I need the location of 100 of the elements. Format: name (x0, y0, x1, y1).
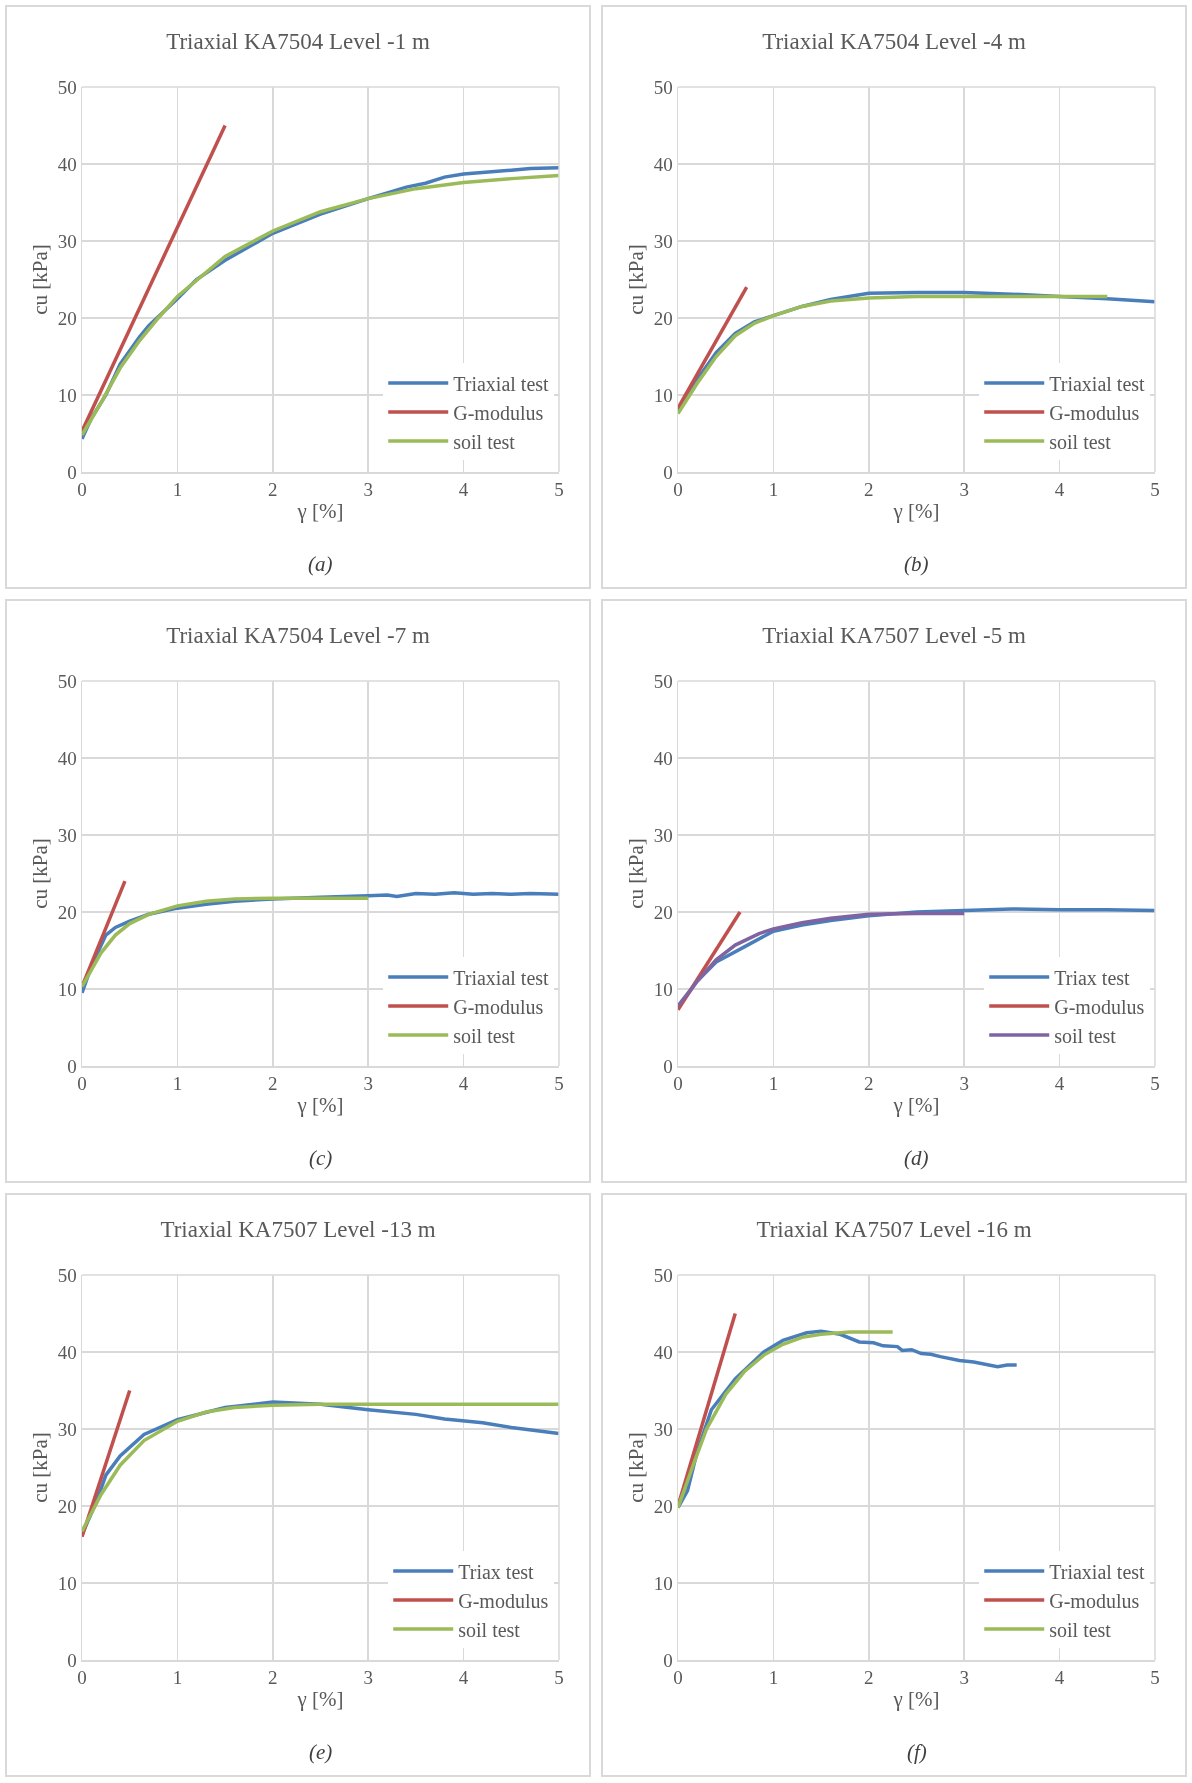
x-tick-label: 1 (768, 479, 779, 501)
y-tick-label: 40 (57, 153, 77, 175)
y-axis-title: cu [kPa] (28, 1432, 53, 1503)
legend-label: Triax test (1054, 966, 1131, 989)
legend-label: G-modulus (458, 1589, 549, 1612)
chart-title: Triaxial KA7507 Level -16 m (756, 1217, 1032, 1243)
y-tick-label: 50 (653, 1264, 673, 1286)
y-tick-label: 50 (57, 76, 77, 98)
x-tick-label: 1 (172, 479, 183, 501)
x-tick-label: 2 (864, 479, 874, 501)
y-tick-label: 0 (663, 1649, 673, 1671)
legend-label: soil test (1049, 1618, 1112, 1641)
y-axis-title: cu [kPa] (624, 838, 649, 909)
y-tick-label: 30 (57, 230, 77, 252)
x-tick-label: 3 (959, 479, 969, 501)
x-tick-label: 1 (172, 1667, 183, 1689)
text: (c) (309, 1146, 333, 1170)
legend-label: Triaxial test (453, 966, 550, 989)
legend-label: Triaxial test (1049, 1560, 1146, 1583)
y-tick-label: 0 (663, 1055, 673, 1077)
x-axis-title: γ [%] (296, 499, 344, 524)
x-tick-label: 4 (458, 479, 469, 501)
y-tick-label: 0 (67, 461, 77, 483)
x-tick-label: 2 (268, 1667, 278, 1689)
chart-title: Triaxial KA7504 Level -7 m (166, 623, 430, 649)
x-tick-label: 4 (458, 1667, 469, 1689)
x-tick-label: 3 (959, 1073, 969, 1095)
y-tick-label: 10 (57, 978, 77, 1000)
y-tick-label: 30 (653, 230, 673, 252)
y-tick-label: 0 (663, 461, 673, 483)
text: (a) (308, 552, 333, 576)
legend-label: soil test (453, 430, 516, 453)
x-tick-label: 5 (554, 1073, 564, 1095)
chart-title: Triaxial KA7504 Level -1 m (166, 29, 430, 55)
y-axis-title: cu [kPa] (624, 244, 649, 315)
x-tick-label: 5 (554, 479, 564, 501)
y-tick-label: 20 (653, 901, 673, 923)
x-axis-title: γ [%] (892, 1093, 940, 1118)
x-axis-title: γ [%] (296, 1093, 344, 1118)
legend-label: G-modulus (453, 995, 544, 1018)
legend-label: soil test (1049, 430, 1112, 453)
y-tick-label: 0 (67, 1649, 77, 1671)
x-tick-label: 5 (1150, 1073, 1160, 1095)
y-tick-label: 40 (653, 1341, 673, 1363)
y-tick-label: 40 (57, 747, 77, 769)
x-tick-label: 5 (1150, 1667, 1160, 1689)
x-tick-label: 3 (363, 1667, 373, 1689)
x-tick-label: 4 (1054, 1667, 1065, 1689)
legend-label: G-modulus (1054, 995, 1145, 1018)
x-axis-title: γ [%] (296, 1687, 344, 1712)
y-tick-label: 20 (57, 1495, 77, 1517)
line-series (678, 911, 966, 1008)
x-tick-label: 1 (172, 1073, 183, 1095)
y-axis-title: cu [kPa] (28, 838, 53, 909)
y-tick-label: 40 (653, 747, 673, 769)
legend-label: soil test (453, 1024, 516, 1047)
y-tick-label: 30 (57, 1418, 77, 1440)
legend-label: Triaxial test (1049, 372, 1146, 395)
x-tick-label: 1 (768, 1667, 779, 1689)
chart-title: Triaxial KA7504 Level -4 m (762, 29, 1026, 55)
y-tick-label: 20 (653, 307, 673, 329)
y-axis-title: cu [kPa] (624, 1432, 649, 1503)
y-tick-label: 30 (57, 824, 77, 846)
y-tick-label: 10 (653, 384, 673, 406)
x-tick-label: 4 (1054, 479, 1065, 501)
y-tick-label: 10 (57, 1572, 77, 1594)
y-tick-label: 50 (57, 670, 77, 692)
x-axis-title: γ [%] (892, 1687, 940, 1712)
y-tick-label: 30 (653, 824, 673, 846)
x-tick-label: 5 (1150, 479, 1160, 501)
y-tick-label: 40 (57, 1341, 77, 1363)
legend-label: Triaxial test (453, 372, 550, 395)
x-axis-title: γ [%] (892, 499, 940, 524)
y-axis-title: cu [kPa] (28, 244, 53, 315)
legend-label: soil test (1054, 1024, 1117, 1047)
legend-label: soil test (458, 1618, 521, 1641)
legend-label: G-modulus (453, 401, 544, 424)
x-tick-label: 3 (363, 1073, 373, 1095)
y-tick-label: 50 (57, 1264, 77, 1286)
x-tick-label: 2 (268, 479, 278, 501)
y-tick-label: 20 (653, 1495, 673, 1517)
x-tick-label: 3 (363, 479, 373, 501)
chart-title: Triaxial KA7507 Level -13 m (160, 1217, 436, 1243)
x-tick-label: 4 (458, 1073, 469, 1095)
y-tick-label: 0 (67, 1055, 77, 1077)
y-tick-label: 10 (653, 978, 673, 1000)
text: (f) (907, 1740, 927, 1764)
line-series (678, 1330, 895, 1510)
x-tick-label: 4 (1054, 1073, 1065, 1095)
chart-title: Triaxial KA7507 Level -5 m (762, 623, 1026, 649)
line-series (82, 896, 370, 989)
y-tick-label: 40 (653, 153, 673, 175)
y-tick-label: 20 (57, 307, 77, 329)
legend-label: G-modulus (1049, 1589, 1140, 1612)
x-tick-label: 3 (959, 1667, 969, 1689)
y-tick-label: 30 (653, 1418, 673, 1440)
legend-label: Triax test (458, 1560, 535, 1583)
y-tick-label: 10 (57, 384, 77, 406)
legend-label: G-modulus (1049, 401, 1140, 424)
y-tick-label: 50 (653, 670, 673, 692)
